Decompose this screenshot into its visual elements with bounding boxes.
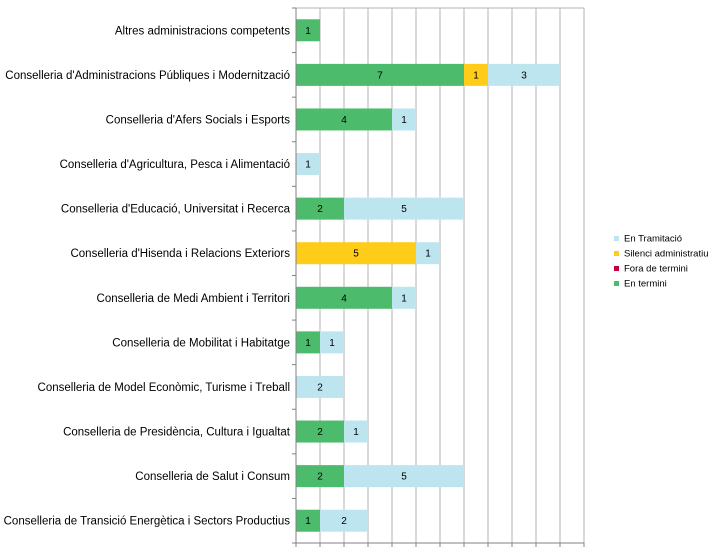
bar-segment [464,63,488,86]
data-label: 1 [329,338,335,349]
bar-segment [296,331,320,354]
axes [292,7,585,547]
data-label: 1 [305,160,311,171]
bar-segment [488,63,560,86]
data-label: 2 [317,427,323,438]
bar-segment [296,509,320,532]
bar-segment [392,108,416,131]
data-label: 2 [317,382,323,393]
data-label: 1 [425,249,431,260]
legend-label: Silenci administratiu [624,249,708,260]
data-label: 2 [341,516,347,527]
bar-segment [296,19,320,42]
category-label: Altres administracions competents [115,25,290,37]
data-label: 1 [401,115,407,126]
data-label: 1 [305,516,311,527]
data-label: 4 [341,293,347,304]
category-label: Conselleria de Transició Energètica i Se… [4,516,291,528]
bar-segment [296,465,344,488]
data-label: 1 [305,26,311,37]
data-label: 2 [317,204,323,215]
category-label: Conselleria d'Educació, Universitat i Re… [61,204,291,216]
data-label: 4 [341,115,347,126]
bar-segment [296,242,416,265]
category-label: Conselleria de Model Econòmic, Turisme i… [38,382,290,394]
legend-swatch [614,266,619,271]
bar-segment [296,375,344,398]
category-label: Conselleria de Medi Ambient i Territori [97,293,290,305]
gridlines [296,7,585,543]
data-label: 1 [401,293,407,304]
data-label: 3 [521,70,527,81]
bar-segment [392,286,416,309]
category-label: Conselleria d'Hisenda i Relacions Exteri… [70,248,290,260]
legend: En Tramitació Silenci administratiu Fora d… [614,234,708,290]
category-labels: Altres administracions competents Consell… [4,25,291,527]
bar-segment [416,242,440,265]
category-label: Conselleria de Mobilitat i Habitatge [112,337,290,349]
data-label: 2 [317,472,323,483]
bar-segment [320,509,368,532]
legend-label: Fora de termini [624,264,688,275]
bar-segment [296,420,344,443]
bar-segment [344,197,464,220]
bar-segment [344,465,464,488]
bar-segment [296,286,392,309]
legend-swatch [614,236,619,241]
bar-segment [296,197,344,220]
bar-segment [320,331,344,354]
data-label: 1 [353,427,359,438]
category-label: Conselleria de Presidència, Cultura i Ig… [63,427,291,439]
bar-segment [296,63,464,86]
data-label: 1 [473,70,479,81]
data-label: 5 [401,472,407,483]
data-label: 5 [401,204,407,215]
legend-label: En termini [624,279,667,290]
bar-segment [344,420,368,443]
legend-label: En Tramitació [624,234,682,245]
bars: 17 1 34 112 55 14 11 122 12 51 2 [296,19,560,532]
bar-segment [296,153,320,176]
data-label: 7 [377,70,383,81]
legend-swatch [614,281,619,286]
category-label: Conselleria de Salut i Consum [135,471,290,483]
category-label: Conselleria d'Administracions Públiques … [5,70,290,82]
category-label: Conselleria d'Afers Socials i Esports [106,114,291,126]
data-label: 5 [353,249,359,260]
data-label: 1 [305,338,311,349]
category-label: Conselleria d'Agricultura, Pesca i Alime… [60,159,290,171]
bar-segment [296,108,392,131]
legend-swatch [614,251,619,256]
